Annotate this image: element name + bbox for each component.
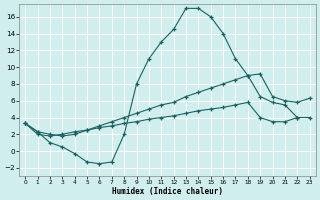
X-axis label: Humidex (Indice chaleur): Humidex (Indice chaleur) xyxy=(112,187,223,196)
